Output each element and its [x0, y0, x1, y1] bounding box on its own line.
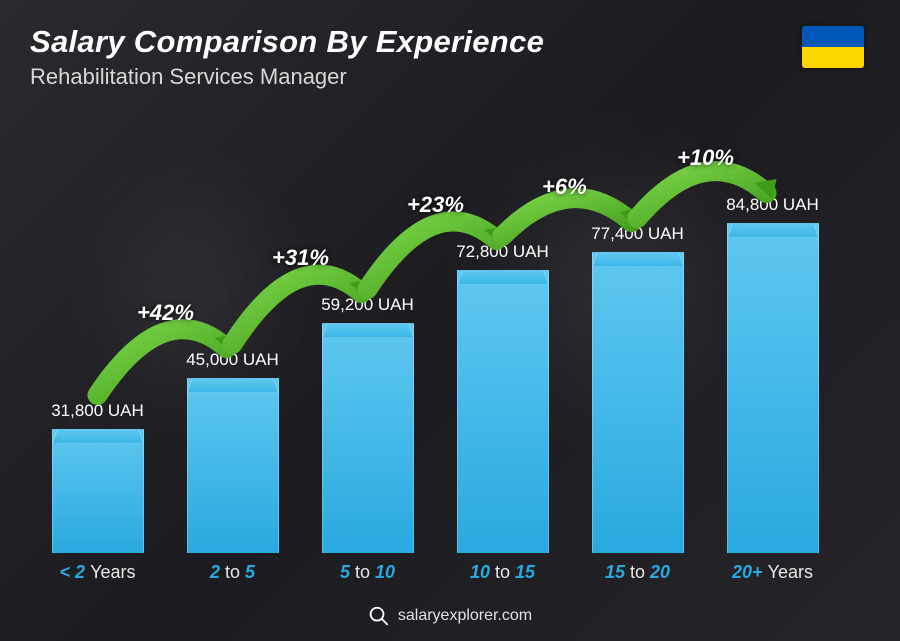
- bar: [52, 429, 144, 553]
- footer: salaryexplorer.com: [368, 605, 532, 627]
- page-subtitle: Rehabilitation Services Manager: [30, 64, 870, 90]
- bar-top-face: [322, 324, 414, 338]
- bar: [592, 252, 684, 553]
- chart-area: 31,800 UAH< 2 Years45,000 UAH2 to 559,20…: [30, 103, 840, 583]
- bar-x-label: < 2 Years: [60, 562, 136, 583]
- bar-value-label: 77,400 UAH: [591, 224, 684, 244]
- increment-pct-label: +23%: [407, 192, 464, 218]
- bar-value-label: 31,800 UAH: [51, 401, 144, 421]
- increment-pct-label: +31%: [272, 245, 329, 271]
- main-container: Salary Comparison By Experience Rehabili…: [0, 0, 900, 641]
- bar-slot: 59,200 UAH5 to 10: [300, 295, 435, 553]
- flag-bottom-stripe: [802, 47, 864, 68]
- bar-slot: 45,000 UAH2 to 5: [165, 350, 300, 553]
- bar-slot: 72,800 UAH10 to 15: [435, 242, 570, 553]
- bar-x-label: 20+ Years: [732, 562, 813, 583]
- header: Salary Comparison By Experience Rehabili…: [30, 24, 870, 90]
- bar: [727, 223, 819, 553]
- flag-top-stripe: [802, 26, 864, 47]
- bar-top-face: [727, 224, 819, 238]
- bar-top-face: [187, 379, 279, 393]
- bar-top-face: [457, 271, 549, 285]
- magnifier-icon: [368, 605, 390, 627]
- increment-pct-label: +10%: [677, 145, 734, 171]
- bar-value-label: 59,200 UAH: [321, 295, 414, 315]
- bar-slot: 84,800 UAH20+ Years: [705, 195, 840, 553]
- bar-slot: 31,800 UAH< 2 Years: [30, 401, 165, 553]
- bar-x-label: 15 to 20: [605, 562, 670, 583]
- bar-value-label: 84,800 UAH: [726, 195, 819, 215]
- increment-pct-label: +6%: [542, 174, 587, 200]
- country-flag-ukraine: [802, 26, 864, 68]
- bar-x-label: 5 to 10: [340, 562, 395, 583]
- bar-top-face: [592, 253, 684, 267]
- bar-slot: 77,400 UAH15 to 20: [570, 224, 705, 553]
- bar-top-face: [52, 430, 144, 444]
- increment-pct-label: +42%: [137, 300, 194, 326]
- page-title: Salary Comparison By Experience: [30, 24, 870, 60]
- bar-value-label: 72,800 UAH: [456, 242, 549, 262]
- bar: [322, 323, 414, 553]
- bar-x-label: 2 to 5: [210, 562, 255, 583]
- bar-x-label: 10 to 15: [470, 562, 535, 583]
- bar: [457, 270, 549, 553]
- bar-value-label: 45,000 UAH: [186, 350, 279, 370]
- bar: [187, 378, 279, 553]
- footer-text: salaryexplorer.com: [398, 607, 532, 625]
